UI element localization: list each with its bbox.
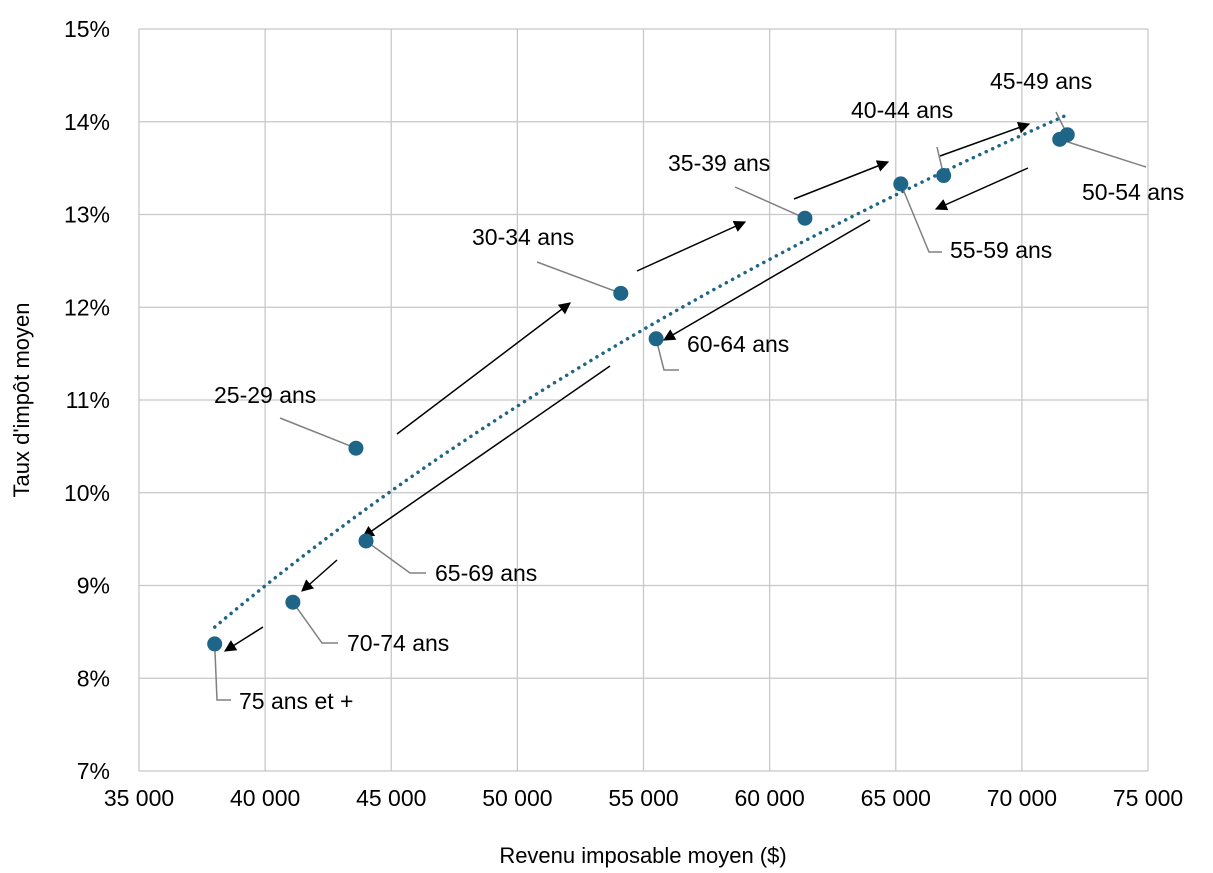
data-point — [1052, 131, 1068, 147]
x-tick-label: 75 000 — [1113, 785, 1183, 811]
x-tick-label: 55 000 — [608, 785, 678, 811]
y-tick-label: 11% — [66, 387, 110, 413]
data-point — [358, 533, 374, 549]
data-point — [207, 636, 223, 652]
y-tick-label: 13% — [64, 202, 110, 228]
x-tick-label: 35 000 — [104, 785, 174, 811]
data-point — [936, 168, 952, 184]
direction-arrows — [223, 122, 1031, 652]
y-tick-label: 15% — [64, 16, 110, 42]
y-tick-label: 12% — [64, 294, 110, 320]
point-labels: 25-29 ans 30-34 ans 35-39 ans 40-44 ans 45-4… — [214, 68, 1184, 714]
x-tick-label: 65 000 — [861, 785, 931, 811]
trend-arrow — [934, 167, 1029, 211]
label-leader-line — [292, 601, 338, 644]
y-tick-label: 9% — [77, 573, 110, 599]
point-label: 70-74 ans — [347, 630, 449, 656]
data-point — [797, 210, 813, 226]
point-label: 25-29 ans — [214, 382, 316, 408]
point-label: 45-49 ans — [990, 68, 1092, 94]
y-tick-label: 10% — [64, 480, 110, 506]
label-leader-line — [734, 186, 806, 219]
point-label: 55-59 ans — [950, 237, 1052, 263]
y-axis-title: Taux d'impôt moyen — [9, 303, 34, 498]
label-leader-line — [279, 417, 357, 449]
x-tick-label: 60 000 — [734, 785, 804, 811]
point-label: 30-34 ans — [472, 224, 574, 250]
point-label: 35-39 ans — [668, 150, 770, 176]
data-points — [207, 127, 1075, 652]
trend-arrow — [793, 160, 890, 200]
trend-arrow — [662, 219, 871, 341]
trend-arrow — [396, 302, 571, 435]
trendline-path — [212, 113, 1070, 629]
x-tick-label: 50 000 — [482, 785, 552, 811]
label-leader-line — [365, 540, 426, 574]
trend-arrow — [362, 365, 611, 538]
point-label: 40-44 ans — [851, 97, 953, 123]
data-point — [893, 176, 909, 192]
point-label: 60-64 ans — [687, 331, 789, 357]
trend-arrow — [636, 220, 747, 272]
label-leader-line — [213, 643, 231, 701]
x-tick-label: 70 000 — [987, 785, 1057, 811]
point-label: 50-54 ans — [1082, 179, 1184, 205]
x-tick-label: 40 000 — [230, 785, 300, 811]
y-tick-label: 8% — [77, 665, 110, 691]
y-tick-label: 7% — [77, 758, 110, 784]
x-axis-title: Revenu imposable moyen ($) — [499, 843, 786, 868]
data-point — [348, 440, 364, 456]
trend-arrow — [223, 626, 264, 652]
tick-labels: 35 000 40 000 45 000 50 000 55 000 60 000 65 0… — [64, 16, 1183, 811]
trend-arrow — [301, 559, 338, 592]
label-leader-line — [536, 261, 622, 295]
label-leader-line — [900, 183, 942, 253]
label-leader-line — [655, 338, 679, 371]
y-tick-label: 14% — [64, 109, 110, 135]
point-label: 65-69 ans — [435, 560, 537, 586]
trendline — [212, 113, 1070, 629]
label-leaders — [213, 111, 1147, 701]
label-leader-line — [1059, 138, 1147, 168]
point-label: 75 ans et + — [239, 688, 353, 714]
data-point — [613, 285, 629, 301]
data-point — [285, 594, 301, 610]
x-tick-label: 45 000 — [356, 785, 426, 811]
data-point — [648, 331, 664, 347]
trend-arrow — [939, 122, 1031, 157]
